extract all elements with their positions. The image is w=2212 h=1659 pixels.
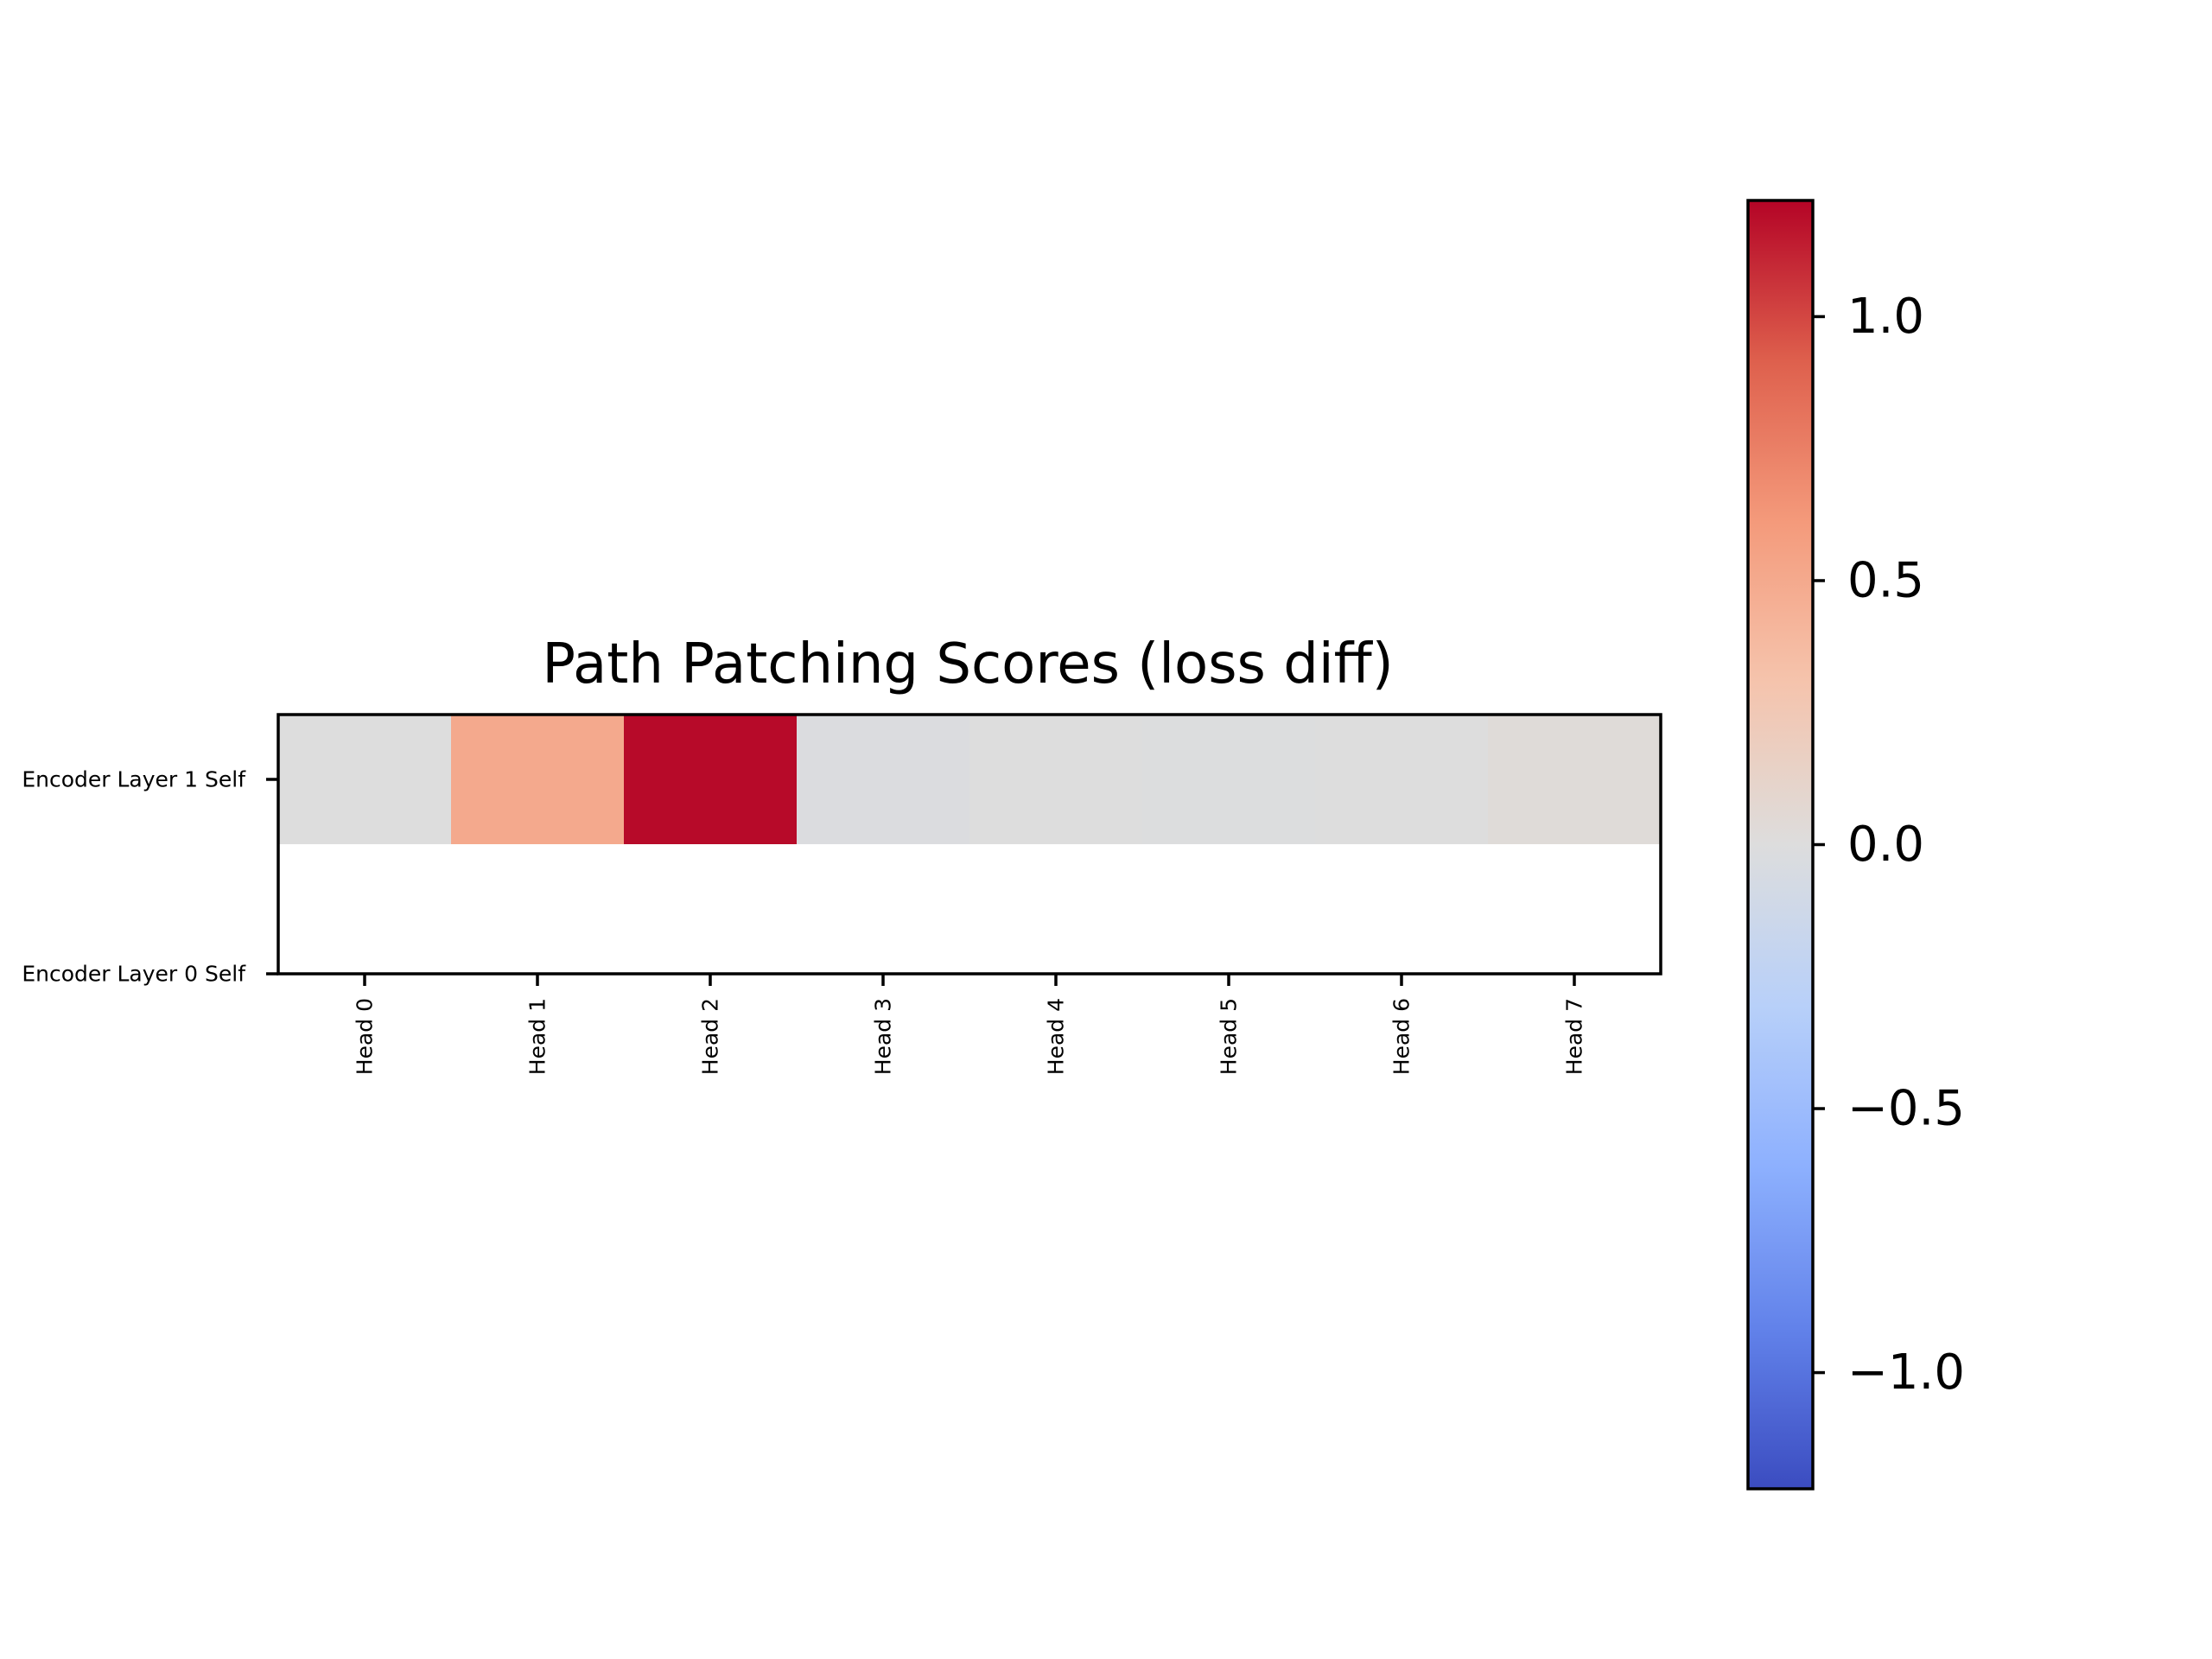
colorbar-tick-label: −0.5 bbox=[1847, 1081, 1965, 1137]
colorbar-tick-label: −1.0 bbox=[1847, 1344, 1965, 1401]
x-tick-label: Head 3 bbox=[871, 998, 896, 1075]
y-axis-ticks: Encoder Layer 1 Self Encoder Layer 0 Self bbox=[22, 767, 278, 987]
x-tick-label: Head 2 bbox=[698, 998, 723, 1075]
heatmap-cell bbox=[624, 715, 798, 845]
heatmap-cell bbox=[1142, 715, 1316, 845]
heatmap-cell bbox=[624, 844, 798, 975]
heatmap-cell bbox=[1315, 844, 1489, 975]
colorbar bbox=[1748, 200, 1813, 1489]
colorbar-tick-label: 1.0 bbox=[1847, 289, 1924, 345]
y-tick-label: Encoder Layer 1 Self bbox=[22, 767, 246, 792]
x-tick-label: Head 7 bbox=[1562, 998, 1587, 1075]
chart-title: Path Patching Scores (loss diff) bbox=[542, 632, 1393, 696]
y-tick-label: Encoder Layer 0 Self bbox=[22, 962, 246, 987]
heatmap-cell bbox=[1488, 715, 1662, 845]
heatmap-cell bbox=[278, 715, 452, 845]
plot-frame bbox=[276, 713, 1662, 976]
x-tick-label: Head 1 bbox=[525, 998, 550, 1075]
x-axis-ticks: Head 0 Head 1 Head 2 Head 3 Head 4 Head 5 Head… bbox=[353, 974, 1587, 1075]
x-tick-label: Head 6 bbox=[1389, 998, 1414, 1075]
colorbar-ticks: 1.0 0.5 0.0 −0.5 −1.0 bbox=[1813, 289, 1965, 1401]
x-tick-label: Head 0 bbox=[353, 998, 378, 1075]
colorbar-tick-label: 0.0 bbox=[1847, 817, 1924, 873]
heatmap-cell bbox=[969, 844, 1143, 975]
heatmap-cell bbox=[278, 844, 452, 975]
heatmap-cell bbox=[797, 715, 970, 845]
heatmap-cell bbox=[1142, 844, 1316, 975]
heatmap-cell bbox=[1488, 844, 1662, 975]
heatmap-cell bbox=[1315, 715, 1489, 845]
heatmap-cell bbox=[969, 715, 1143, 845]
heatmap-cells bbox=[278, 715, 1662, 975]
x-tick-label: Head 4 bbox=[1044, 998, 1069, 1075]
colorbar-tick-label: 0.5 bbox=[1847, 552, 1924, 608]
heatmap-cell bbox=[451, 844, 625, 975]
heatmap-cell bbox=[797, 844, 970, 975]
heatmap-cell bbox=[451, 715, 625, 845]
x-tick-label: Head 5 bbox=[1217, 998, 1242, 1075]
